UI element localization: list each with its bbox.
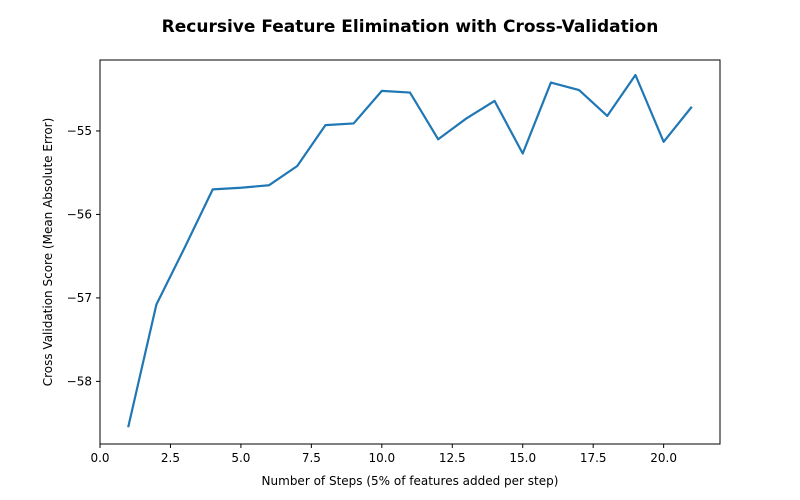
plot-frame	[99, 59, 721, 445]
x-tick-label: 0.0	[90, 451, 109, 465]
x-tick-label: 15.0	[509, 451, 536, 465]
x-tick-label: 12.5	[439, 451, 466, 465]
series-group	[127, 73, 693, 428]
x-tick-label: 17.5	[580, 451, 607, 465]
y-axis-ticks: −58 −57 −56 −55	[67, 124, 100, 388]
y-tick-label: −57	[67, 291, 92, 305]
x-tick-label: 20.0	[650, 451, 677, 465]
y-axis-label: Cross Validation Score (Mean Absolute Er…	[41, 118, 55, 387]
series-line	[127, 73, 693, 428]
x-tick-label: 2.5	[161, 451, 180, 465]
x-axis-label: Number of Steps (5% of features added pe…	[262, 474, 559, 488]
x-axis-ticks: 0.0 2.5 5.0 7.5 10.0 12.5 15.0 17.5 20.0	[90, 444, 677, 465]
chart-title: Recursive Feature Elimination with Cross…	[162, 17, 659, 37]
x-tick-label: 7.5	[302, 451, 321, 465]
x-tick-label: 5.0	[231, 451, 250, 465]
y-tick-label: −58	[67, 374, 92, 388]
x-tick-label: 10.0	[368, 451, 395, 465]
y-tick-label: −56	[67, 207, 92, 221]
y-tick-label: −55	[67, 124, 92, 138]
